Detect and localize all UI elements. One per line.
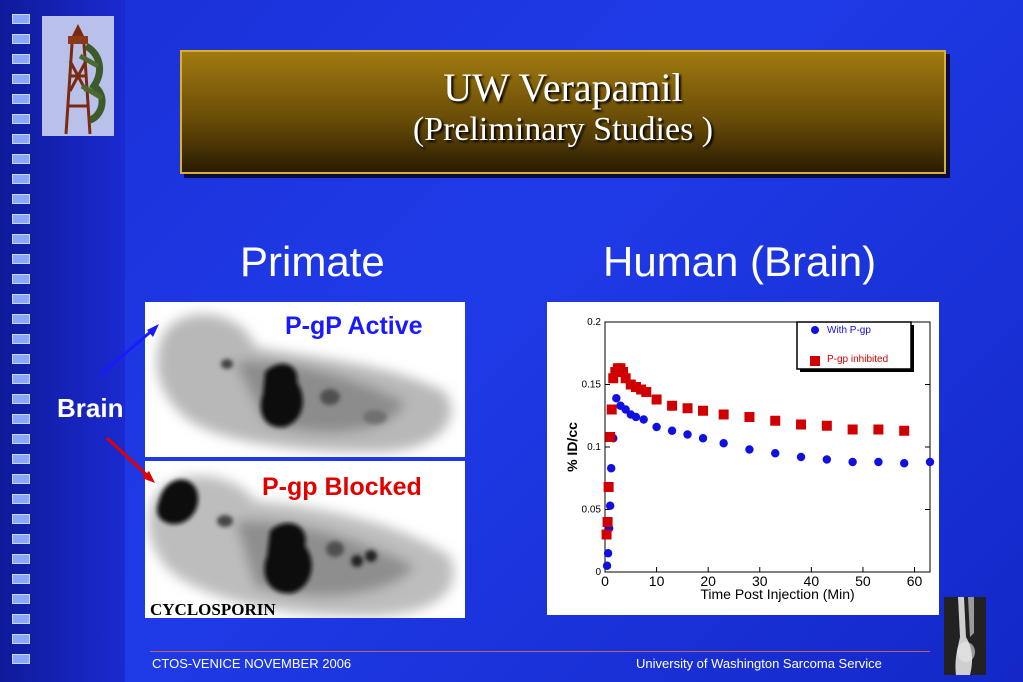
- data-point-pgp-inhibited: [682, 403, 693, 414]
- x-tick-label: 30: [752, 573, 768, 589]
- data-point-with-pgp: [698, 434, 708, 443]
- x-tick-label: 40: [804, 573, 820, 589]
- data-point-pgp-inhibited: [873, 424, 884, 435]
- x-tick-label: 50: [855, 573, 871, 589]
- data-point-with-pgp: [745, 445, 754, 454]
- data-point-with-pgp: [822, 455, 832, 464]
- footer-institution: University of Washington Sarcoma Service: [636, 656, 882, 671]
- data-point-pgp-inhibited: [770, 415, 781, 426]
- data-point-pgp-inhibited: [667, 400, 678, 411]
- data-point-pgp-inhibited: [899, 425, 910, 436]
- heading-human-brain: Human (Brain): [603, 238, 877, 285]
- xray-thumbnail: [944, 597, 986, 675]
- data-point-with-pgp: [621, 405, 630, 414]
- legend-marker-pgp-inhibited: [810, 356, 820, 366]
- data-point-with-pgp: [639, 415, 648, 424]
- data-point-with-pgp: [605, 501, 615, 510]
- data-point-pgp-inhibited: [605, 432, 616, 442]
- scan-blocked-image: [148, 475, 454, 616]
- data-point-pgp-inhibited: [698, 405, 709, 416]
- legend-marker-with-pgp: [811, 326, 819, 334]
- arrow-to-blocked: [105, 436, 152, 480]
- data-point-pgp-inhibited: [618, 367, 629, 377]
- x-tick-label: 10: [649, 573, 665, 589]
- y-tick-label: 0: [595, 567, 601, 578]
- arrow-to-active: [99, 326, 156, 377]
- label-pgp-blocked: P-gp Blocked: [262, 473, 422, 501]
- data-point-pgp-inhibited: [821, 420, 832, 431]
- data-point-pgp-inhibited: [718, 409, 729, 420]
- y-tick-label: 0.15: [582, 380, 602, 391]
- brain-arrows: [99, 324, 159, 483]
- data-point-pgp-inhibited: [601, 529, 612, 540]
- footer-divider: [150, 651, 930, 652]
- x-axis-label: Time Post Injection (Min): [700, 586, 854, 602]
- data-point-with-pgp: [796, 452, 806, 462]
- y-tick-label: 0.05: [582, 505, 602, 516]
- x-tick-label: 60: [907, 573, 923, 589]
- data-point-pgp-inhibited: [620, 373, 631, 384]
- data-point-with-pgp: [719, 439, 728, 448]
- data-point-pgp-inhibited: [651, 394, 662, 405]
- data-point-pgp-inhibited: [625, 379, 636, 390]
- data-point-with-pgp: [874, 457, 883, 467]
- data-point-with-pgp: [925, 457, 935, 467]
- data-point-with-pgp: [900, 459, 909, 468]
- title-banner: UW Verapamil (Preliminary Studies ): [180, 50, 946, 174]
- data-point-pgp-inhibited: [630, 382, 641, 392]
- data-point-pgp-inhibited: [847, 424, 858, 435]
- data-point-with-pgp: [652, 422, 661, 432]
- data-point-pgp-inhibited: [602, 517, 613, 527]
- data-point-pgp-inhibited: [636, 384, 647, 395]
- data-point-pgp-inhibited: [796, 419, 807, 430]
- xray-bone-icon: [944, 597, 986, 675]
- data-point-with-pgp: [612, 394, 621, 403]
- tower-logo: [42, 16, 114, 136]
- tower-logo-icon: [42, 16, 114, 136]
- data-point-with-pgp: [603, 549, 613, 558]
- y-tick-label: 0.2: [587, 317, 601, 328]
- data-point-pgp-inhibited: [603, 482, 614, 492]
- legend-label: P-gp inhibited: [827, 354, 888, 365]
- footer-event: CTOS-VENICE NOVEMBER 2006: [152, 656, 352, 671]
- data-point-with-pgp: [848, 457, 857, 467]
- data-point-pgp-inhibited: [606, 404, 617, 415]
- data-point-with-pgp: [602, 561, 612, 570]
- sidebar-strip: [0, 0, 125, 682]
- human-brain-chart: 0 0.05 0.1 0.15 0.2 0 10 20 30 40 50 60 Time Post In…: [564, 317, 935, 602]
- x-tick-label: 20: [700, 573, 716, 589]
- data-point-with-pgp: [631, 412, 641, 422]
- data-point-pgp-inhibited: [641, 387, 652, 397]
- y-tick-label: 0.1: [587, 442, 601, 453]
- data-point-with-pgp: [667, 426, 677, 435]
- slide-title: UW Verapamil: [443, 65, 683, 110]
- data-point-pgp-inhibited: [744, 412, 755, 422]
- slide-subtitle: (Preliminary Studies ): [412, 111, 714, 148]
- film-strip-decoration: [9, 0, 31, 682]
- heading-primate: Primate: [240, 238, 385, 285]
- label-brain: Brain: [57, 393, 124, 423]
- label-cyclosporin: CYCLOSPORIN: [150, 600, 276, 619]
- x-tick-label: 0: [601, 573, 609, 589]
- scan-active: P-gP Active: [145, 302, 465, 457]
- data-point-pgp-inhibited: [608, 373, 619, 384]
- legend-label: With P-gp: [827, 325, 871, 336]
- data-point-with-pgp: [683, 430, 692, 439]
- scan-active-image: [156, 314, 452, 452]
- scan-blocked: P-gp Blocked CYCLOSPORIN: [145, 461, 465, 619]
- data-point-with-pgp: [771, 449, 780, 458]
- data-point-with-pgp: [606, 464, 616, 473]
- y-axis-label: % ID/cc: [564, 422, 580, 472]
- label-pgp-active: P-gP Active: [285, 312, 423, 340]
- chart-panel: 0 0.05 0.1 0.15 0.2 0 10 20 30 40 50 60 Time Post In…: [547, 302, 939, 615]
